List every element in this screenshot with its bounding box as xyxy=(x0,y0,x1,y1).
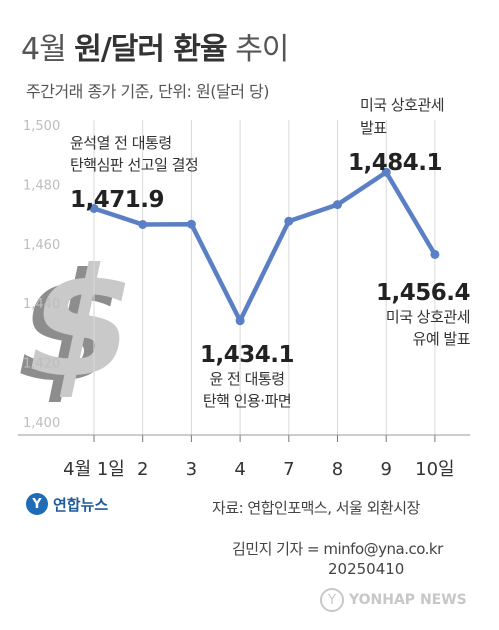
watermark-text: YONHAP NEWS xyxy=(349,592,467,608)
watermark: Y YONHAP NEWS xyxy=(320,588,467,612)
dollar-sign-icon: $$ xyxy=(0,236,152,416)
yonhap-logo-text: 연합뉴스 xyxy=(53,495,109,514)
data-label: 1,456.4 xyxy=(376,280,470,306)
publish-date: 20250410 xyxy=(328,560,405,578)
y-tick-label: 1,440 xyxy=(23,297,60,312)
data-point xyxy=(284,216,294,226)
data-point xyxy=(89,203,99,213)
series-line xyxy=(93,169,437,323)
yonhap-logo: Y 연합뉴스 xyxy=(26,493,108,515)
y-tick-label: 1,480 xyxy=(23,178,60,193)
annotation-note: 윤석열 전 대통령 xyxy=(70,134,172,152)
x-tick-label: 4월 1일 xyxy=(63,459,125,480)
y-tick-label: 1,500 xyxy=(23,119,60,134)
data-point xyxy=(186,219,196,229)
annotation-note: 미국 상호관세 xyxy=(360,96,444,114)
x-tick-label: 4 xyxy=(234,459,245,480)
data-label: 1,471.9 xyxy=(70,187,164,213)
title-month: 4월 xyxy=(21,32,67,67)
x-tick-label: 7 xyxy=(283,459,294,480)
x-tick-label: 3 xyxy=(186,459,197,480)
annotation-note: 탄핵 인용·파면 xyxy=(203,392,291,410)
x-tick-label: 8 xyxy=(332,459,343,480)
annotation-note: 윤 전 대통령 xyxy=(209,370,284,388)
chart-title: 4월 원/달러 환율 추이 xyxy=(21,24,289,68)
watermark-icon: Y xyxy=(320,588,344,612)
y-tick-label: 1,420 xyxy=(23,357,60,372)
byline: 김민지 기자 = minfo@yna.co.kr xyxy=(232,540,443,558)
y-tick-label: 1,400 xyxy=(23,416,60,431)
annotation-note: 발표 xyxy=(360,119,387,137)
title-tail: 추이 xyxy=(235,32,289,67)
chart-subtitle: 주간거래 종가 기준, 단위: 원(달러 당) xyxy=(26,82,269,101)
annotation-note: 유예 발표 xyxy=(413,330,471,348)
x-tick-label: 2 xyxy=(137,459,148,480)
data-point xyxy=(138,219,148,229)
data-label: 1,484.1 xyxy=(348,150,442,176)
title-main: 원/달러 환율 xyxy=(74,32,227,67)
data-point xyxy=(235,316,245,326)
x-tick-label: 10일 xyxy=(415,459,454,480)
data-point xyxy=(381,167,391,177)
data-point xyxy=(333,200,342,210)
source-note: 자료: 연합인포맥스, 서울 외환시장 xyxy=(212,499,420,517)
annotation-note: 미국 상호관세 xyxy=(386,308,470,326)
y-tick-label: 1,460 xyxy=(23,238,60,253)
annotation-note: 탄핵심판 선고일 결정 xyxy=(70,156,198,174)
x-tick-label: 9 xyxy=(380,459,391,480)
yonhap-logo-icon: Y xyxy=(26,493,48,515)
data-point xyxy=(430,249,440,259)
data-label: 1,434.1 xyxy=(200,342,294,368)
